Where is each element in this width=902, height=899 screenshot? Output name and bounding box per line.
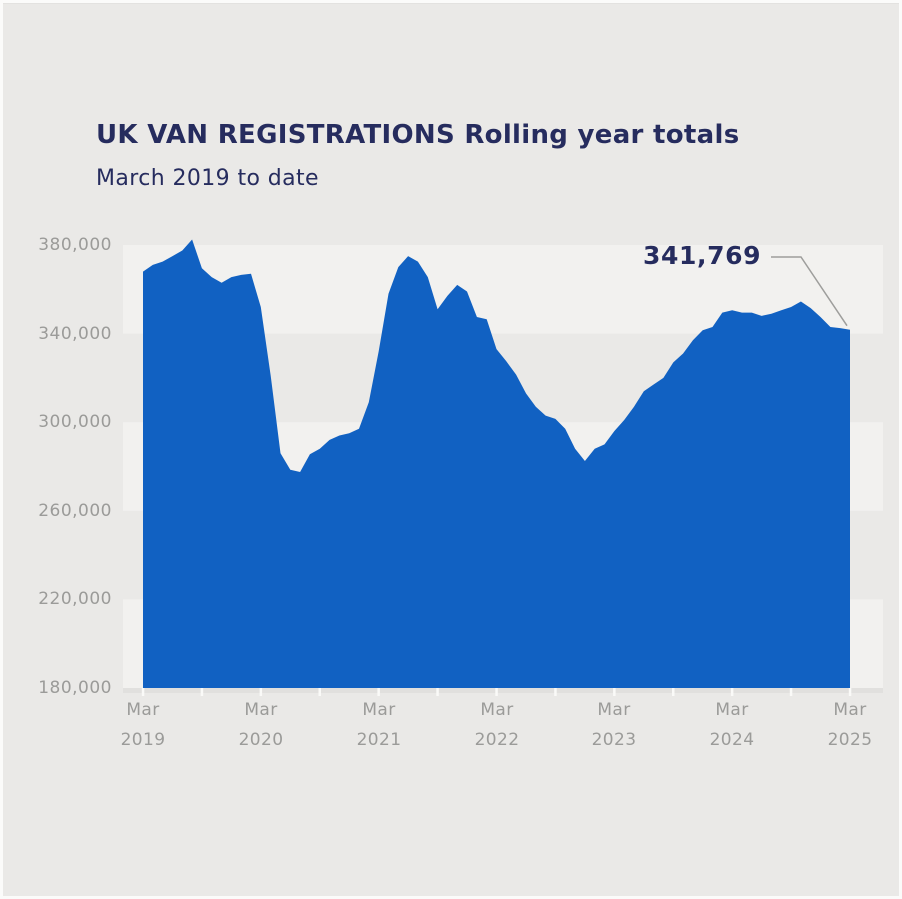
- x-axis-label-month: Mar: [833, 700, 867, 720]
- x-axis-label: Mar 2022: [452, 699, 542, 751]
- x-axis-label: Mar 2019: [98, 699, 188, 751]
- x-axis-label-year: 2019: [120, 730, 166, 750]
- x-axis-tick: [554, 688, 557, 696]
- y-axis-label: 180,000: [38, 678, 112, 698]
- x-axis-label-month: Mar: [244, 700, 278, 720]
- x-axis-tick: [730, 688, 734, 696]
- y-axis-label: 300,000: [38, 412, 112, 432]
- x-axis-label: Mar 2025: [805, 699, 895, 751]
- x-axis-label: Mar 2024: [687, 699, 777, 751]
- x-axis-label: Mar 2020: [216, 699, 306, 751]
- x-axis-tick: [789, 688, 793, 696]
- x-axis-tick: [613, 688, 616, 696]
- y-axis-label: 220,000: [38, 589, 112, 609]
- x-axis-tick: [200, 688, 204, 696]
- x-axis-label: Mar 2023: [569, 699, 659, 751]
- x-axis-label-year: 2023: [591, 730, 637, 750]
- x-axis-tick: [848, 688, 852, 696]
- x-axis-label-month: Mar: [597, 700, 631, 720]
- registrations-area-series: [143, 239, 850, 688]
- last-value-annotation: 341,769: [643, 241, 762, 270]
- x-axis-line: [123, 688, 883, 693]
- y-axis-label: 260,000: [38, 501, 112, 521]
- x-axis-label: Mar 2021: [334, 699, 424, 751]
- y-axis-label: 380,000: [38, 235, 112, 255]
- x-axis-label-month: Mar: [715, 700, 749, 720]
- x-axis-label-year: 2022: [474, 730, 520, 750]
- x-axis-label-month: Mar: [126, 700, 160, 720]
- chart-title: UK VAN REGISTRATIONS Rolling year totals: [96, 120, 740, 150]
- x-axis-label-month: Mar: [480, 700, 514, 720]
- x-axis-label-year: 2021: [356, 730, 402, 750]
- x-axis-tick: [495, 688, 498, 696]
- x-axis-label-year: 2020: [238, 730, 284, 750]
- x-axis-tick: [672, 688, 675, 696]
- chart-subtitle: March 2019 to date: [96, 166, 319, 191]
- x-axis-tick: [259, 688, 263, 696]
- annotation-callout-line: [771, 256, 848, 327]
- x-axis-label-year: 2024: [709, 730, 755, 750]
- x-axis-label-month: Mar: [362, 700, 396, 720]
- x-axis-tick: [377, 688, 380, 696]
- x-axis-tick: [318, 688, 321, 696]
- x-axis-tick: [141, 688, 145, 696]
- x-axis-label-year: 2025: [827, 730, 873, 750]
- y-axis-label: 340,000: [38, 324, 112, 344]
- x-axis-tick: [436, 688, 439, 696]
